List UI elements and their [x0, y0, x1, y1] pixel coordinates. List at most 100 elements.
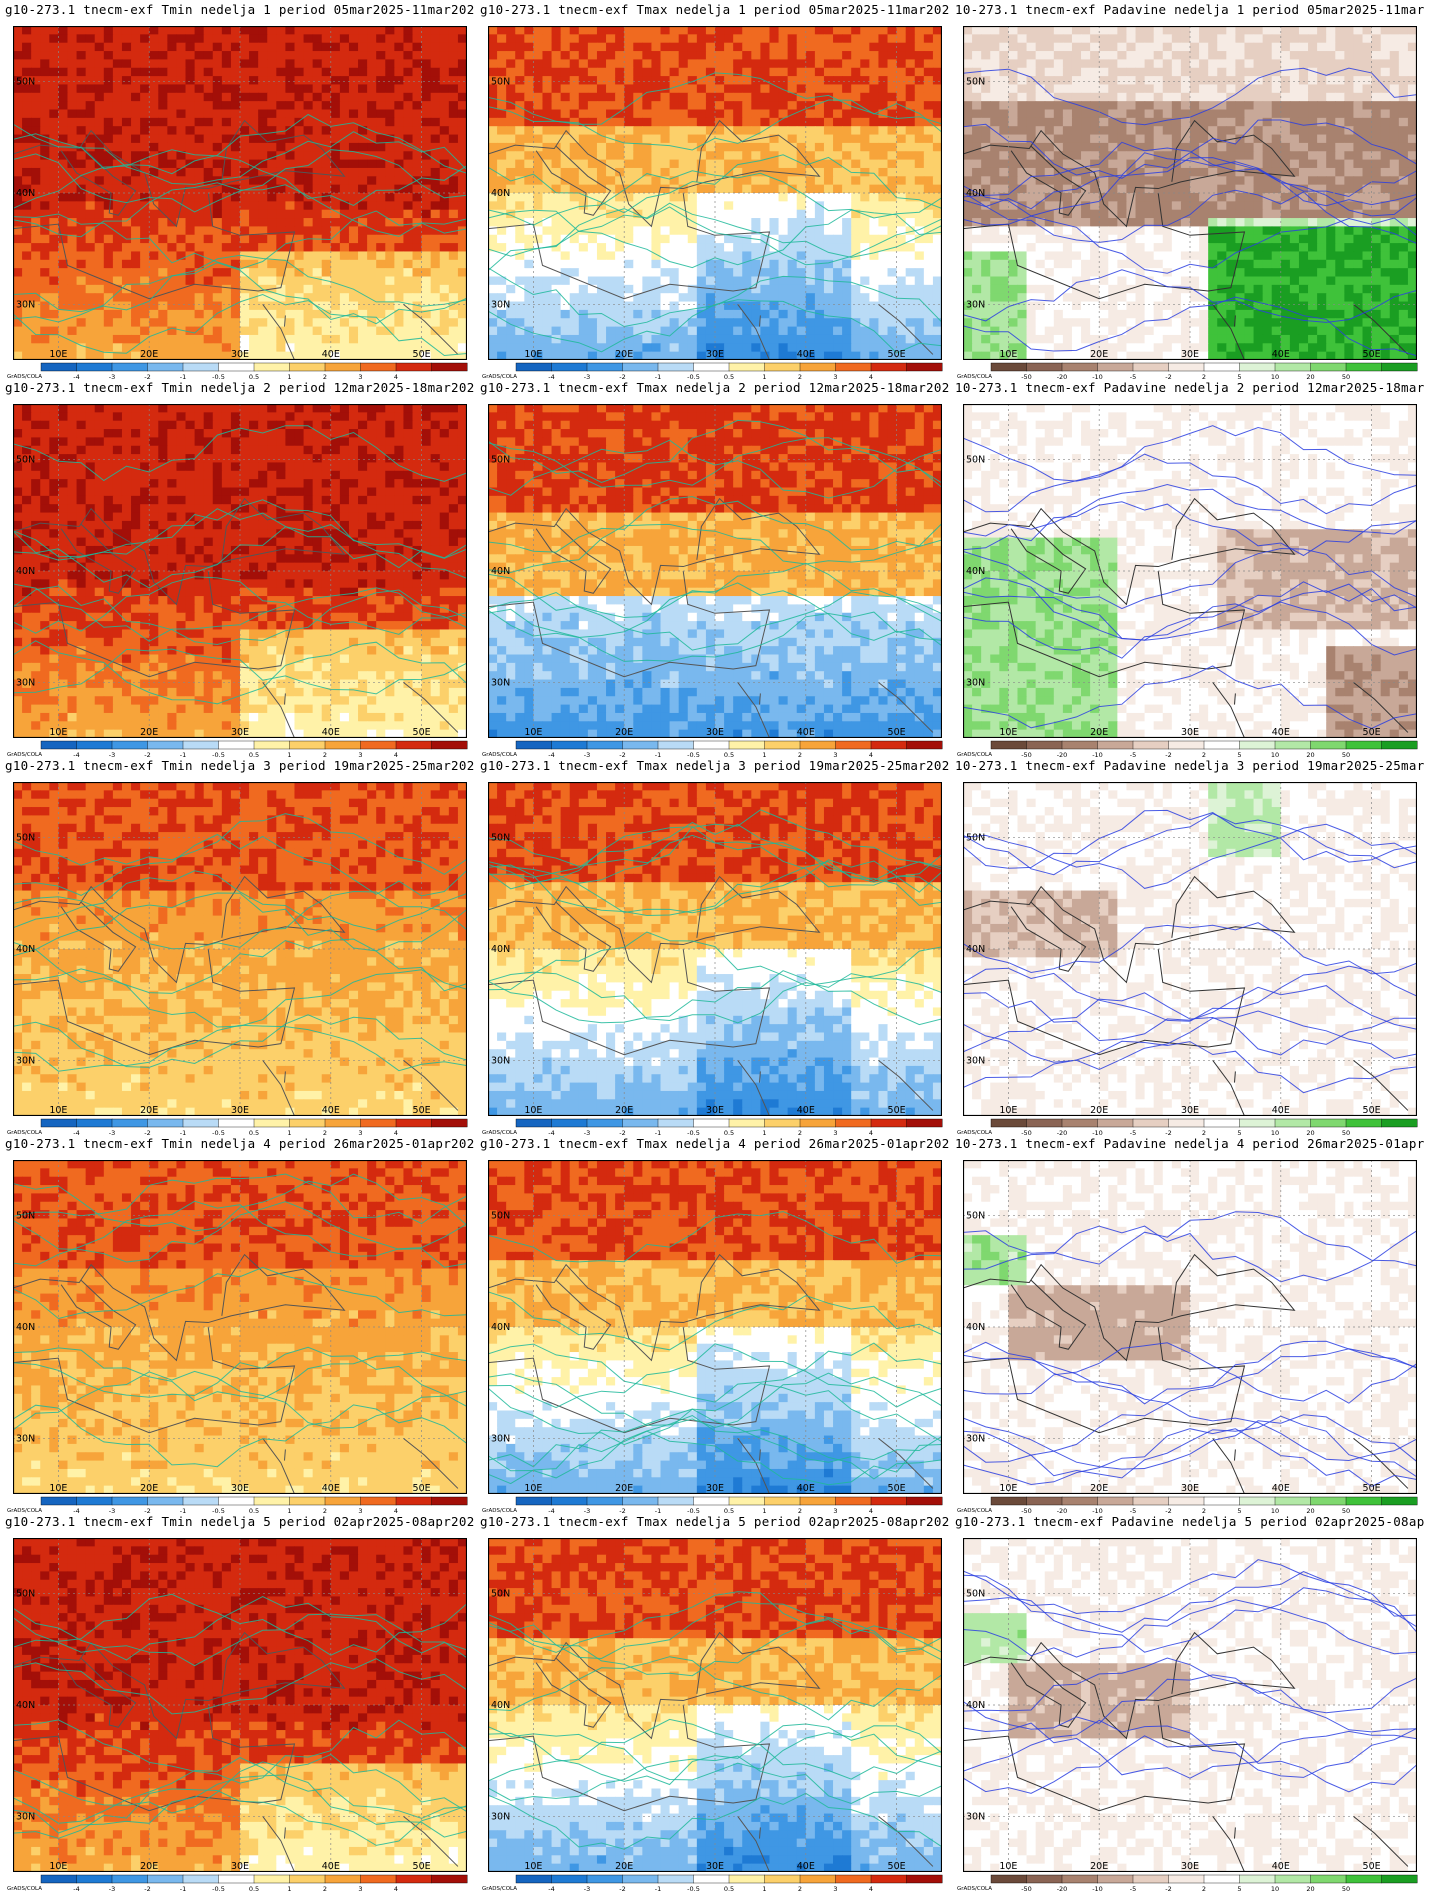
map-panel-week2-padavine: 10-273.1 tnecm-exf Padavine nedelja 2 pe… [955, 380, 1425, 758]
lon-tick-label: 20E [1090, 1861, 1108, 1872]
lat-tick-label: 40N [966, 1322, 985, 1333]
colorbar-label: -2 [144, 1129, 150, 1136]
colorbar-label: 3 [833, 751, 837, 758]
colorbar-label: 0.5 [249, 1885, 259, 1892]
colorbar-label: 4 [869, 1129, 873, 1136]
credit-label: GrADS/COLA [957, 1886, 992, 1892]
lat-tick-label: 50N [16, 1211, 35, 1222]
colorbar-legend: GrADS/COLA -4 -3 -2 -1 -0.5 0.5 1 2 3 4 [7, 1496, 468, 1514]
colorbar-swatch [551, 362, 588, 372]
colorbar-swatch [40, 1496, 77, 1506]
colorbar-legend: GrADS/COLA -4 -3 -2 -1 -0.5 0.5 1 2 3 4 [482, 1118, 943, 1136]
colorbar-label: -20 [1057, 373, 1068, 380]
forecast-map: 10E 20E 30E 40E 50E 50N 40N 30N [488, 1538, 942, 1872]
colorbar-swatch [324, 1874, 361, 1884]
colorbar-swatch [324, 740, 361, 750]
colorbar-label: -0.5 [687, 1885, 700, 1892]
lon-tick-label: 30E [1181, 1861, 1199, 1872]
colorbar-label: 4 [394, 1885, 398, 1892]
colorbar-label: 4 [394, 373, 398, 380]
lon-tick-label: 40E [322, 727, 340, 738]
colorbar-label: 3 [358, 751, 362, 758]
colorbar-label: 10 [1271, 1885, 1279, 1892]
lat-tick-label: 30N [16, 299, 35, 310]
colorbar-label: -0.5 [212, 1507, 225, 1514]
colorbar-swatch [870, 1874, 907, 1884]
lon-tick-label: 50E [888, 1861, 906, 1872]
colorbar-swatch [586, 362, 623, 372]
colorbar-swatch [218, 1496, 255, 1506]
panel-title: g10-273.1 tnecm-exf Tmin nedelja 5 perio… [5, 1514, 475, 1536]
lon-tick-label: 50E [413, 727, 431, 738]
panel-title: g10-273.1 tnecm-exf Tmax nedelja 2 perio… [480, 380, 950, 402]
colorbar-label: 2 [1202, 1885, 1206, 1892]
colorbar-swatch [728, 1118, 765, 1128]
colorbar-label: 10 [1271, 373, 1279, 380]
forecast-map: 10E 20E 30E 40E 50E 50N 40N 30N [963, 782, 1417, 1116]
colorbar-label: 2 [323, 373, 327, 380]
colorbar-swatch [395, 740, 432, 750]
lat-tick-label: 30N [16, 1055, 35, 1066]
colorbar-swatch [764, 362, 801, 372]
colorbar-swatch [693, 740, 730, 750]
colorbar-swatch [799, 362, 836, 372]
colorbar-swatch [1345, 1118, 1382, 1128]
colorbar-swatch [515, 1496, 552, 1506]
lat-tick-label: 50N [966, 1589, 985, 1600]
colorbar-label: 2 [1202, 373, 1206, 380]
colorbar-swatch [1097, 740, 1134, 750]
colorbar-label: -2 [619, 373, 625, 380]
credit-label: GrADS/COLA [482, 752, 517, 758]
colorbar-swatch [657, 362, 694, 372]
colorbar-swatch [1310, 362, 1347, 372]
colorbar-label: 10 [1271, 751, 1279, 758]
colorbar-swatch [728, 362, 765, 372]
colorbar-swatch [622, 1496, 659, 1506]
colorbar-swatch [799, 1496, 836, 1506]
colorbar-swatch [622, 1874, 659, 1884]
lon-tick-label: 20E [615, 349, 633, 360]
map-panel-week5-padavine: g10-273.1 tnecm-exf Padavine nedelja 5 p… [955, 1514, 1425, 1892]
panel-title: 10-273.1 tnecm-exf Padavine nedelja 3 pe… [955, 758, 1425, 780]
colorbar-swatch [1381, 740, 1418, 750]
credit-label: GrADS/COLA [7, 1130, 42, 1136]
panel-title: g10-273.1 tnecm-exf Tmax nedelja 1 perio… [480, 2, 950, 24]
lon-tick-label: 50E [1363, 1483, 1381, 1494]
colorbar-swatch [515, 362, 552, 372]
colorbar-label: -5 [1130, 751, 1136, 758]
colorbar-label: -2 [144, 751, 150, 758]
lat-tick-label: 40N [491, 1322, 510, 1333]
colorbar-swatch [76, 1496, 113, 1506]
colorbar-label: -20 [1057, 1507, 1068, 1514]
lon-tick-label: 10E [999, 1861, 1017, 1872]
colorbar-label: 3 [833, 373, 837, 380]
colorbar-swatch [1345, 1496, 1382, 1506]
lon-tick-label: 10E [49, 727, 67, 738]
colorbar-swatch [551, 1496, 588, 1506]
forecast-map: 10E 20E 30E 40E 50E 50N 40N 30N [488, 26, 942, 360]
colorbar-label: 1 [287, 1507, 291, 1514]
credit-label: GrADS/COLA [482, 374, 517, 380]
colorbar-label: -20 [1057, 1885, 1068, 1892]
colorbar-label: -5 [1130, 1885, 1136, 1892]
colorbar-swatch [1239, 362, 1276, 372]
colorbar-swatch [728, 1874, 765, 1884]
colorbar-swatch [515, 740, 552, 750]
lon-tick-label: 10E [524, 1861, 542, 1872]
forecast-map: 10E 20E 30E 40E 50E 50N 40N 30N [963, 1160, 1417, 1494]
lat-tick-label: 40N [491, 566, 510, 577]
colorbar-swatch [799, 1874, 836, 1884]
colorbar-label: 5 [1237, 373, 1241, 380]
colorbar-swatch [870, 1118, 907, 1128]
colorbar-swatch [147, 1874, 184, 1884]
colorbar-label: 2 [798, 1885, 802, 1892]
lon-tick-label: 50E [413, 1483, 431, 1494]
lon-tick-label: 20E [140, 727, 158, 738]
colorbar-swatch [182, 362, 219, 372]
lon-tick-label: 30E [1181, 1483, 1199, 1494]
colorbar-swatch [76, 1118, 113, 1128]
colorbar-swatch [360, 740, 397, 750]
colorbar-label: -20 [1057, 751, 1068, 758]
credit-label: GrADS/COLA [482, 1130, 517, 1136]
